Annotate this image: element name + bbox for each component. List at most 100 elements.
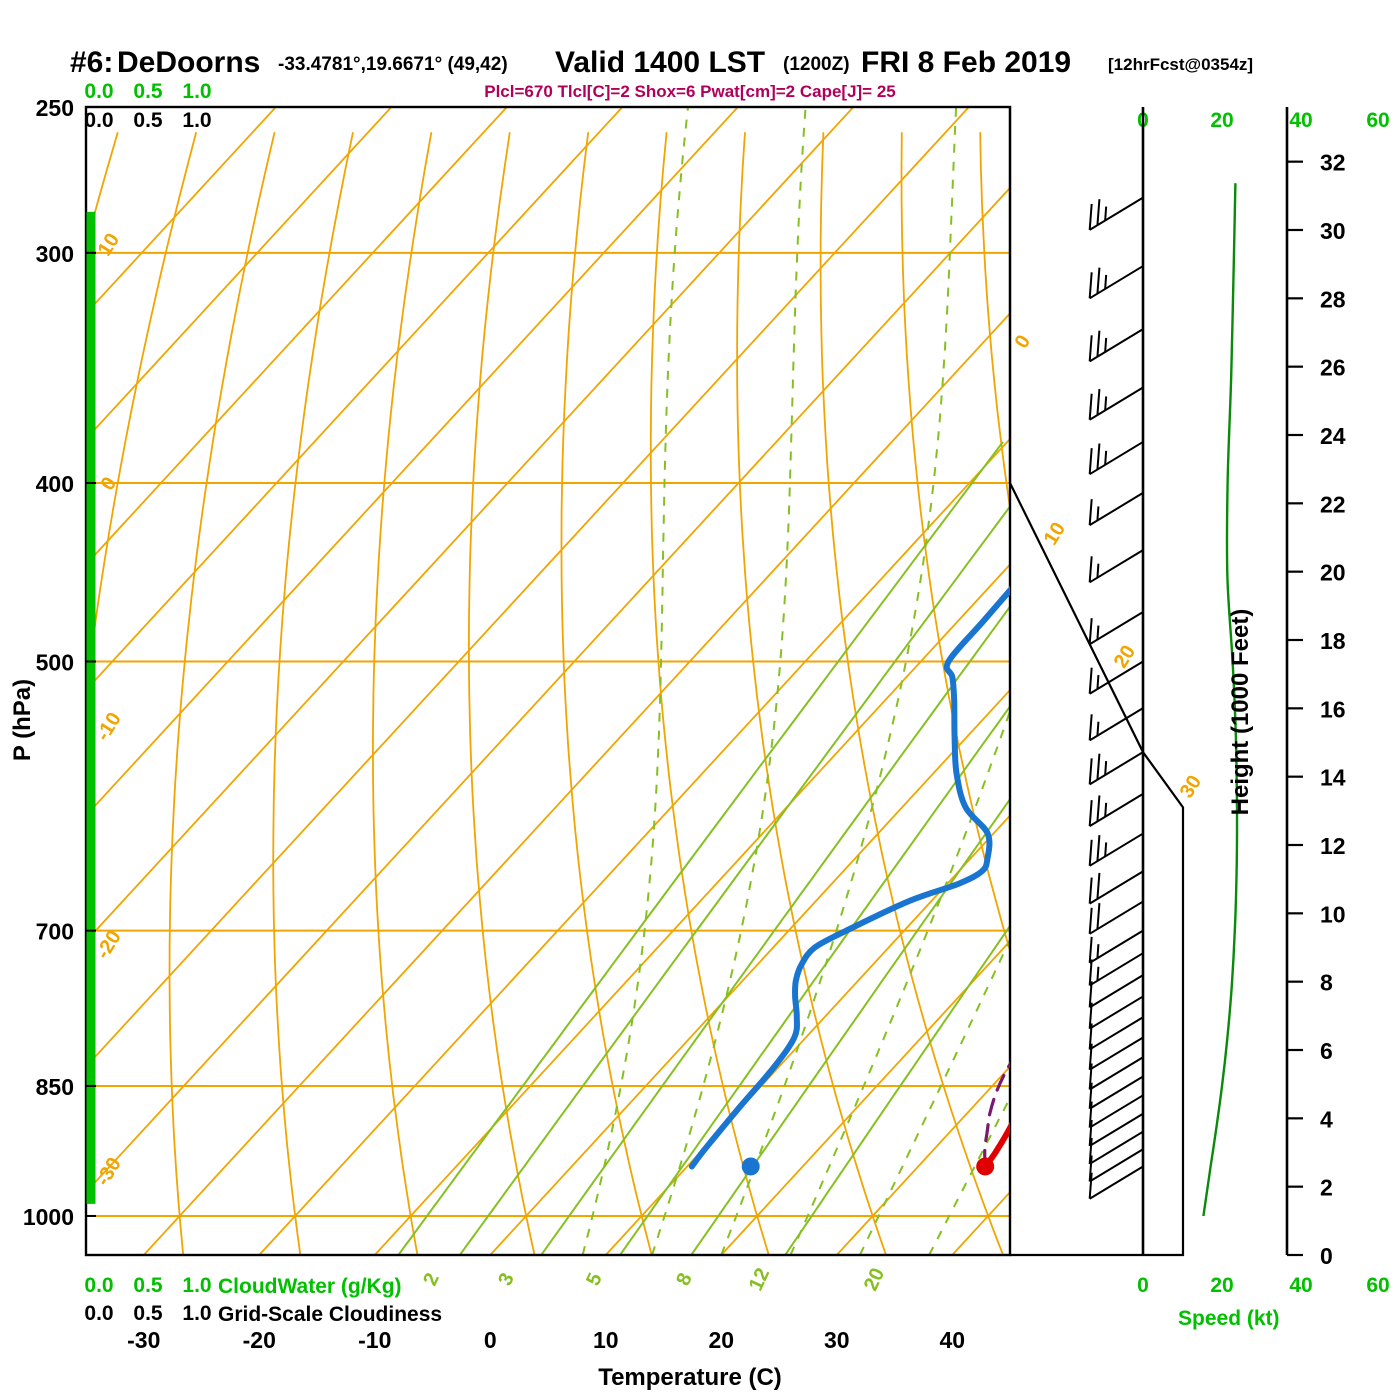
pressure-tick-400: 400: [36, 471, 74, 497]
wind-barb: [1088, 1130, 1144, 1165]
temperature-tick--30: -30: [127, 1327, 160, 1353]
wind-barb: [1088, 832, 1144, 867]
valid-utc: (1200Z): [783, 54, 850, 75]
isotherm-label-10: 10: [1040, 519, 1070, 550]
dry-adiabat-label-3: -20: [92, 927, 126, 963]
pressure-tick-850: 850: [36, 1074, 74, 1100]
wind-barb: [1088, 707, 1144, 742]
station-name: DeDoorns: [117, 46, 260, 79]
height-tick-22: 22: [1320, 491, 1346, 517]
height-tick-16: 16: [1320, 696, 1346, 722]
wind-barb: [1088, 1056, 1144, 1091]
wind-barb: [1088, 995, 1144, 1030]
bottom-axes: 0.0 0.5 1.0 CloudWater (g/Kg) 0.0 0.5 1.…: [84, 1274, 1389, 1391]
wind-barb-column: [1088, 196, 1144, 1200]
cloudiness-top-tick-2: 1.0: [182, 109, 211, 132]
wind-barb: [1088, 1016, 1144, 1051]
temperature-axis-label: Temperature (C): [598, 1364, 782, 1391]
cloudiness-axis-label: Grid-Scale Cloudiness: [218, 1303, 442, 1326]
wind-barb: [1088, 1036, 1144, 1071]
height-tick-20: 20: [1320, 560, 1346, 586]
temperature-tick-30: 30: [824, 1327, 850, 1353]
height-tick-8: 8: [1320, 970, 1333, 996]
cloudwater-top-tick-2: 1.0: [182, 80, 211, 103]
wind-barb: [1088, 386, 1144, 421]
profile-temperature-curve: [982, 180, 1010, 1170]
wind-barb: [1088, 1075, 1144, 1110]
isotherm-label-0: 0: [1011, 331, 1036, 352]
speed-bot-tick-3: 60: [1366, 1274, 1389, 1297]
height-tick-4: 4: [1320, 1106, 1333, 1132]
station-coords: -33.4781°,19.6671° (49,42): [278, 54, 508, 75]
height-tick-26: 26: [1320, 355, 1346, 381]
cloudiness-top-tick-0: 0.0: [84, 109, 113, 132]
height-tick-14: 14: [1320, 765, 1346, 791]
cloudiness-bot-tick-1: 0.5: [133, 1302, 163, 1325]
height-tick-0: 0: [1320, 1243, 1333, 1269]
temperature-tick-20: 20: [708, 1327, 734, 1353]
speed-top-tick-3: 60: [1366, 109, 1389, 132]
cloudwater-top-tick-1: 0.5: [133, 80, 163, 103]
wind-barb: [1088, 549, 1144, 584]
forecast-stamp: [12hrFcst@0354z]: [1108, 55, 1253, 74]
wind-barb: [1088, 196, 1144, 231]
sounding-profiles: [688, 180, 1010, 1176]
wind-barb: [1088, 1112, 1144, 1147]
height-profile-curve: [1202, 183, 1239, 1217]
wind-barb: [1088, 793, 1144, 827]
temperature-tick--10: -10: [358, 1327, 391, 1353]
pressure-tick-300: 300: [36, 241, 74, 267]
wind-barb: [1088, 900, 1144, 935]
dry-adiabat-label-4: -30: [92, 1154, 126, 1190]
speed-axis-label: Speed (kt): [1178, 1307, 1280, 1330]
pressure-tick-500: 500: [36, 649, 74, 675]
surface-dewpoint-marker: [741, 1157, 760, 1176]
cloudwater-axis-label: CloudWater (g/Kg): [218, 1275, 402, 1298]
overlay-line-labels: 2 3 5 8 12 20 10 0 -10 -20 -30 0 10 20 30: [92, 230, 1206, 1295]
height-tick-18: 18: [1320, 628, 1346, 654]
wind-barb: [1088, 328, 1144, 363]
height-tick-28: 28: [1320, 286, 1346, 312]
dry-adiabat-label-2: -10: [92, 709, 126, 745]
wind-barb: [1088, 751, 1144, 786]
speed-bot-tick-2: 40: [1289, 1274, 1312, 1297]
stability-indices: Plcl=670 Tlcl[C]=2 Shox=6 Pwat[cm]=2 Cap…: [484, 82, 896, 101]
valid-time: Valid 1400 LST: [555, 46, 765, 79]
station-id: #6:: [70, 46, 113, 79]
wind-barb: [1088, 1165, 1144, 1200]
profile-dewpoint-curve: [688, 180, 1010, 1170]
wind-barb: [1088, 952, 1144, 987]
wind-barb: [1088, 660, 1144, 695]
cloudwater-bot-tick-0: 0.0: [84, 1274, 113, 1297]
height-tick-24: 24: [1320, 423, 1346, 449]
pressure-tick-700: 700: [36, 919, 74, 945]
mixing-ratio-lines: [397, 107, 1010, 1255]
isotherm-label-30: 30: [1176, 772, 1206, 803]
dry-adiabat-label-0: 10: [94, 230, 124, 261]
wind-barb: [1088, 974, 1144, 1009]
height-tick-30: 30: [1320, 218, 1346, 244]
speed-top-tick-2: 40: [1289, 109, 1312, 132]
wind-barb: [1088, 870, 1144, 905]
height-axis-label: Height (1000 Feet): [1227, 609, 1254, 816]
top-cloud-axes: 0.0 0.5 1.0 0.0 0.5 1.0: [84, 80, 211, 132]
dry-adiabat-label-1: 0: [97, 473, 122, 494]
speed-bot-tick-0: 0: [1137, 1274, 1149, 1297]
mixing-ratio-label-3: 3: [494, 1270, 519, 1289]
height-curve: [1202, 183, 1239, 1217]
wind-barb: [1088, 1094, 1144, 1129]
height-tick-12: 12: [1320, 833, 1346, 859]
temperature-tick--20: -20: [243, 1327, 276, 1353]
wind-barb: [1088, 1148, 1144, 1183]
pressure-axis-label: P (hPa): [9, 679, 36, 761]
height-tick-2: 2: [1320, 1175, 1333, 1201]
height-tick-10: 10: [1320, 901, 1346, 927]
mixing-ratio-label-20: 20: [860, 1265, 889, 1294]
mixing-ratio-label-5: 5: [582, 1270, 607, 1289]
temperature-tick-10: 10: [593, 1327, 619, 1353]
cloudwater-top-tick-0: 0.0: [84, 80, 113, 103]
wind-barb: [1088, 611, 1144, 646]
wind-barb: [1088, 265, 1144, 300]
temperature-tick-40: 40: [939, 1327, 965, 1353]
